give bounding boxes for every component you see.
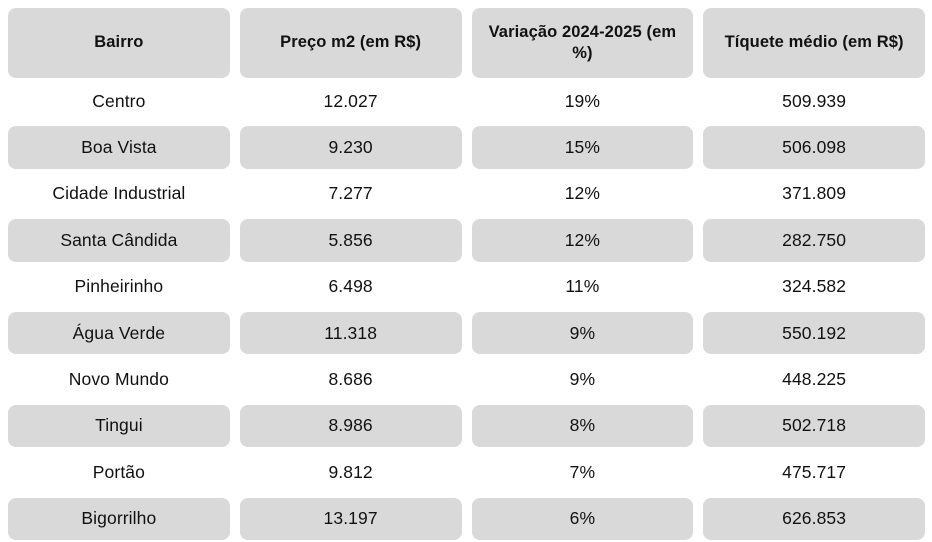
cell-preco-m2: 6.498	[328, 276, 373, 297]
cell-bairro: Portão	[92, 461, 145, 482]
cell-tiquete-medio: 371.809	[782, 183, 847, 204]
cell-tiquete-medio: 626.853	[703, 497, 925, 540]
cell-bairro: Boa Vista	[8, 126, 230, 169]
cell-preco-m2: 13.197	[239, 497, 462, 540]
cell-tiquete-medio: 448.225	[782, 369, 847, 390]
cell-tiquete-medio: 509.939	[782, 90, 847, 111]
cell-tiquete-medio: 282.750	[703, 219, 925, 262]
cell-variacao: 12%	[471, 219, 694, 262]
cell-bairro: Tingui	[8, 404, 230, 448]
cell-bairro: Bigorrilho	[8, 497, 230, 540]
cell-variacao: 15%	[471, 126, 694, 169]
cell-variacao: 11%	[565, 276, 600, 297]
cell-bairro: Centro	[92, 90, 146, 111]
column-header-bairro: Bairro	[8, 8, 230, 78]
column-header-tiquete-medio: Tíquete médio (em R$)	[703, 8, 925, 78]
cell-bairro: Novo Mundo	[68, 369, 169, 390]
cell-variacao: 8%	[471, 404, 694, 448]
cell-preco-m2: 8.686	[328, 369, 373, 390]
cell-tiquete-medio: 475.717	[782, 461, 847, 482]
cell-bairro: Cidade Industrial	[52, 183, 186, 204]
column-header-preco-m2: Preço m2 (em R$)	[239, 8, 462, 78]
cell-bairro: Pinheirinho	[74, 276, 164, 297]
cell-preco-m2: 5.856	[239, 219, 462, 262]
cell-tiquete-medio: 506.098	[703, 126, 925, 169]
cell-variacao: 9%	[471, 311, 694, 355]
cell-variacao: 19%	[564, 90, 601, 111]
column-header-variacao: Variação 2024-2025 (em %)	[471, 8, 694, 78]
cell-bairro: Santa Cândida	[8, 219, 230, 262]
cell-variacao: 6%	[471, 497, 694, 540]
cell-preco-m2: 11.318	[239, 311, 462, 355]
cell-tiquete-medio: 324.582	[782, 276, 847, 297]
cell-preco-m2: 9.230	[239, 126, 462, 169]
cell-preco-m2: 12.027	[323, 90, 378, 111]
cell-preco-m2: 7.277	[328, 183, 373, 204]
cell-variacao: 12%	[564, 183, 601, 204]
cell-bairro: Água Verde	[8, 311, 230, 355]
cell-preco-m2: 9.812	[328, 461, 373, 482]
cell-tiquete-medio: 502.718	[703, 404, 925, 448]
cell-tiquete-medio: 550.192	[703, 311, 925, 355]
cell-variacao: 7%	[569, 461, 596, 482]
cell-preco-m2: 8.986	[239, 404, 462, 448]
cell-variacao: 9%	[569, 369, 596, 390]
